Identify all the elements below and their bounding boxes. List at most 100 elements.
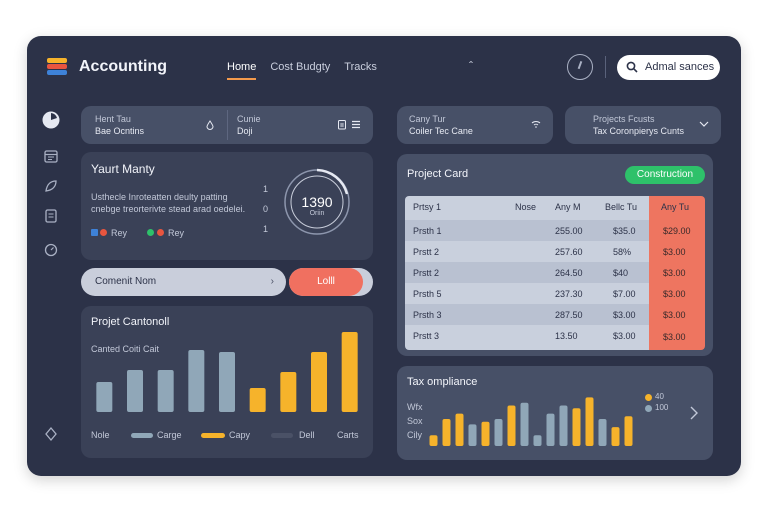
table-row[interactable]: Prsth 3 287.50 $3.00 bbox=[405, 304, 649, 325]
divider bbox=[605, 56, 606, 78]
chart-bar bbox=[585, 397, 594, 446]
timer-icon[interactable] bbox=[43, 242, 59, 258]
summary-title: Yaurt Manty bbox=[91, 162, 155, 176]
chart-bar bbox=[442, 419, 451, 446]
ring-label: Oriin bbox=[309, 210, 325, 217]
chevron-up-icon[interactable]: ˆ bbox=[469, 59, 473, 73]
table-cell: 257.60 bbox=[555, 247, 583, 257]
chart-legend-label-4: Dell bbox=[299, 430, 315, 440]
table-cell: 58% bbox=[613, 247, 632, 257]
nav-item-tracks[interactable]: Tracks bbox=[344, 61, 377, 73]
chart-bar bbox=[311, 352, 327, 412]
table-cell: Prsth 1 bbox=[413, 226, 442, 236]
nav-item-home[interactable]: Home bbox=[227, 61, 257, 80]
tile-2-line2: Doji bbox=[237, 126, 253, 136]
project-chart-card: Projet Cantonoll Canted Coiti Cait Nole … bbox=[81, 306, 373, 458]
comment-input-label: Comenit Nom bbox=[95, 276, 157, 287]
list-icon[interactable] bbox=[351, 120, 361, 129]
axis-label-top: 1 bbox=[263, 184, 269, 194]
table-cell: 255.00 bbox=[555, 226, 583, 236]
ring-value: 1390 bbox=[301, 194, 333, 210]
project-card-title: Project Card bbox=[407, 168, 469, 180]
table-cell: $35.0 bbox=[613, 226, 636, 236]
app-window: Accounting Home Cost Budgty Tracks ˆ Adm… bbox=[27, 36, 741, 476]
legend-label-1: Rey bbox=[111, 228, 128, 238]
tile-1-line1: Hent Tau bbox=[95, 114, 131, 124]
primary-button[interactable]: Lolll bbox=[289, 268, 363, 296]
table-cell: $3.00 bbox=[663, 247, 686, 257]
table-cell: Prsth 5 bbox=[413, 289, 442, 299]
table-row[interactable]: Prstt 2 257.60 58% bbox=[405, 241, 649, 262]
table-cell: 264.50 bbox=[555, 268, 583, 278]
chart-bar bbox=[624, 416, 633, 446]
summary-desc-line2: cnebge treorterivte stead arad oedelei. bbox=[91, 204, 246, 214]
table-row[interactable]: Prsth 5 237.30 $7.00 bbox=[405, 283, 649, 304]
status-badge[interactable]: Construction bbox=[625, 166, 705, 184]
axis-label-bottom: 1 bbox=[263, 224, 269, 234]
chart-bar bbox=[533, 435, 542, 446]
chart-bar bbox=[219, 352, 235, 412]
tile-divider bbox=[227, 110, 228, 140]
tile-3-line1: Cany Tur bbox=[409, 114, 446, 124]
table-cell: $29.00 bbox=[663, 226, 691, 236]
clock-icon[interactable] bbox=[567, 54, 593, 80]
settings-icon[interactable] bbox=[43, 426, 59, 442]
chart-bar bbox=[546, 413, 555, 446]
table-header bbox=[405, 196, 649, 220]
chevron-down-icon[interactable] bbox=[699, 121, 709, 127]
top-bar: Accounting Home Cost Budgty Tracks ˆ Adm… bbox=[27, 36, 741, 96]
table-cell: $3.00 bbox=[663, 332, 686, 342]
nav-item-cost-budget[interactable]: Cost Budgty bbox=[270, 61, 331, 73]
project-chart-subtitle: Canted Coiti Cait bbox=[91, 344, 160, 354]
chart-bar bbox=[96, 382, 113, 412]
chevron-right-icon: › bbox=[270, 276, 274, 287]
tile-4-line2: Tax Coronpierys Cunts bbox=[593, 126, 685, 136]
info-tiles-left: Hent Tau Bae Ocntins Cunie Doji bbox=[81, 106, 373, 144]
table-cell: Prstt 2 bbox=[413, 247, 440, 257]
table-row[interactable]: Prstt 2 264.50 $40 bbox=[405, 262, 649, 283]
table-header-cell: Bellc Tu bbox=[605, 202, 638, 212]
chart-bar bbox=[127, 370, 143, 412]
clipboard-icon[interactable] bbox=[337, 119, 347, 130]
chart-bar bbox=[559, 405, 568, 446]
chart-bar bbox=[481, 421, 490, 446]
tax-ylabel-2: Sox bbox=[407, 416, 423, 426]
app-title: Accounting bbox=[79, 58, 167, 75]
project-table: Prtsy 1 Nose Any M Bellc Tu Any Tu Prsth… bbox=[405, 196, 705, 350]
wifi-icon[interactable] bbox=[531, 120, 541, 128]
table-row[interactable]: Prsth 1 255.00 $35.0 bbox=[405, 220, 649, 241]
tax-legend-2: 100 bbox=[655, 403, 669, 412]
table-header-cell: Prtsy 1 bbox=[413, 202, 442, 212]
project-bar-chart bbox=[96, 332, 358, 412]
dashboard-clock-icon[interactable] bbox=[41, 110, 61, 130]
table-cell: 237.30 bbox=[555, 289, 583, 299]
chart-bar bbox=[455, 413, 464, 446]
table-row[interactable]: Prstt 3 13.50 $3.00 bbox=[405, 325, 649, 350]
leaf-icon[interactable] bbox=[43, 178, 59, 194]
tax-bar-chart bbox=[429, 397, 633, 446]
project-chart-title: Projet Cantonoll bbox=[91, 316, 170, 328]
table-header-cell: Any Tu bbox=[661, 202, 690, 212]
legend-dot-yellow bbox=[645, 394, 652, 401]
table-cell: $3.00 bbox=[663, 310, 686, 320]
chart-bar bbox=[157, 370, 174, 412]
calendar-icon[interactable] bbox=[43, 148, 59, 164]
summary-desc-line1: Usthecle Inroteatten deulty patting bbox=[91, 192, 228, 202]
axis-label-mid: 0 bbox=[263, 204, 269, 214]
comment-input[interactable]: Comenit Nom › bbox=[81, 268, 286, 296]
search-label: Admal sances bbox=[645, 61, 715, 73]
chevron-right-icon[interactable] bbox=[689, 406, 699, 420]
chart-bar bbox=[429, 435, 438, 446]
info-tile-3: Cany Tur Coiler Tec Cane bbox=[397, 106, 553, 144]
legend-dot-green bbox=[147, 229, 154, 236]
table-header-cell: Nose bbox=[515, 202, 537, 212]
table-cell: Prstt 2 bbox=[413, 268, 440, 278]
legend-label-2: Rey bbox=[168, 228, 185, 238]
tile-1-line2: Bae Ocntins bbox=[95, 126, 145, 136]
drop-icon[interactable] bbox=[205, 120, 215, 130]
table-cell: $3.00 bbox=[613, 310, 636, 320]
search-button[interactable]: Admal sances bbox=[617, 55, 720, 80]
heart-icon bbox=[100, 229, 107, 236]
chart-legend-label-5: Carts bbox=[337, 430, 359, 440]
document-icon[interactable] bbox=[43, 208, 59, 224]
